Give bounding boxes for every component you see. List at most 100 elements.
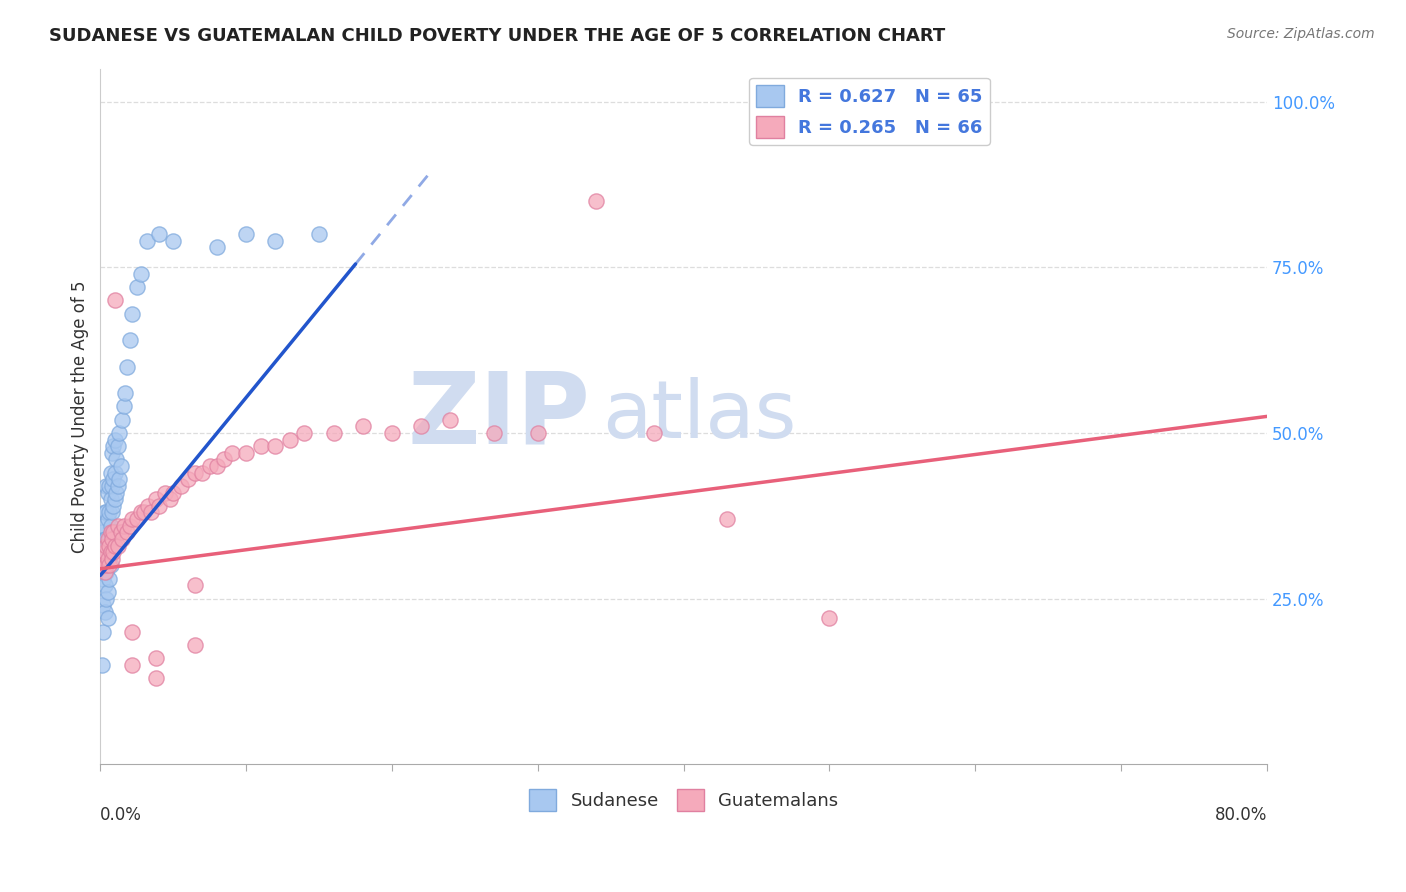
Guatemalans	[159, 492, 181, 507]
Guatemalans	[112, 518, 135, 533]
Guatemalans	[118, 518, 141, 533]
Sudanese	[103, 472, 125, 486]
Sudanese	[96, 591, 118, 606]
Guatemalans	[101, 532, 124, 546]
Guatemalans	[214, 452, 236, 467]
Guatemalans	[97, 552, 120, 566]
Guatemalans	[96, 558, 118, 573]
Sudanese	[264, 234, 287, 248]
Sudanese	[97, 611, 120, 625]
Guatemalans	[138, 499, 160, 513]
Text: 80.0%: 80.0%	[1215, 806, 1267, 824]
Sudanese	[98, 532, 121, 546]
Sudanese	[98, 479, 121, 493]
Sudanese	[100, 466, 122, 480]
Sudanese	[308, 227, 330, 242]
Sudanese	[107, 439, 129, 453]
Sudanese	[108, 425, 131, 440]
Sudanese	[93, 558, 115, 573]
Guatemalans	[198, 459, 221, 474]
Guatemalans	[90, 552, 112, 566]
Sudanese	[121, 307, 143, 321]
Guatemalans	[148, 499, 170, 513]
Guatemalans	[352, 419, 374, 434]
Guatemalans	[278, 433, 301, 447]
Sudanese	[101, 479, 124, 493]
Sudanese	[100, 492, 122, 507]
Guatemalans	[221, 446, 243, 460]
Guatemalans	[169, 479, 191, 493]
Sudanese	[100, 518, 122, 533]
Guatemalans	[162, 485, 184, 500]
Guatemalans	[177, 472, 200, 486]
Sudanese	[98, 572, 121, 586]
Sudanese	[105, 485, 128, 500]
Guatemalans	[145, 492, 167, 507]
Sudanese	[90, 558, 112, 573]
Guatemalans	[527, 425, 550, 440]
Guatemalans	[294, 425, 316, 440]
Guatemalans	[643, 425, 665, 440]
Guatemalans	[115, 525, 138, 540]
Guatemalans	[145, 671, 167, 685]
Sudanese	[97, 512, 120, 526]
Guatemalans	[184, 466, 207, 480]
Sudanese	[110, 459, 132, 474]
Guatemalans	[141, 506, 163, 520]
Guatemalans	[184, 578, 207, 592]
Sudanese	[96, 506, 118, 520]
Legend: Sudanese, Guatemalans: Sudanese, Guatemalans	[522, 781, 845, 818]
Sudanese	[104, 525, 127, 540]
Guatemalans	[191, 466, 214, 480]
Guatemalans	[107, 518, 129, 533]
Text: Source: ZipAtlas.com: Source: ZipAtlas.com	[1227, 27, 1375, 41]
Guatemalans	[716, 512, 738, 526]
Guatemalans	[96, 539, 118, 553]
Guatemalans	[101, 552, 124, 566]
Sudanese	[129, 267, 152, 281]
Sudanese	[96, 532, 118, 546]
Sudanese	[104, 466, 127, 480]
Sudanese	[101, 506, 124, 520]
Guatemalans	[482, 425, 505, 440]
Sudanese	[235, 227, 257, 242]
Guatemalans	[103, 545, 125, 559]
Sudanese	[136, 234, 159, 248]
Sudanese	[91, 518, 114, 533]
Sudanese	[97, 539, 120, 553]
Guatemalans	[93, 545, 115, 559]
Sudanese	[91, 599, 114, 613]
Guatemalans	[100, 525, 122, 540]
Guatemalans	[121, 512, 143, 526]
Guatemalans	[184, 638, 207, 652]
Sudanese	[107, 479, 129, 493]
Text: ZIP: ZIP	[408, 368, 591, 465]
Sudanese	[96, 565, 118, 579]
Guatemalans	[818, 611, 841, 625]
Sudanese	[96, 558, 118, 573]
Guatemalans	[129, 506, 152, 520]
Guatemalans	[97, 532, 120, 546]
Sudanese	[93, 506, 115, 520]
Guatemalans	[100, 545, 122, 559]
Sudanese	[103, 439, 125, 453]
Guatemalans	[98, 539, 121, 553]
Sudanese	[114, 386, 136, 401]
Sudanese	[162, 234, 184, 248]
Guatemalans	[585, 194, 607, 208]
Sudanese	[96, 479, 118, 493]
Guatemalans	[322, 425, 344, 440]
Guatemalans	[104, 293, 127, 308]
Text: SUDANESE VS GUATEMALAN CHILD POVERTY UNDER THE AGE OF 5 CORRELATION CHART: SUDANESE VS GUATEMALAN CHILD POVERTY UND…	[49, 27, 945, 45]
Sudanese	[97, 585, 120, 599]
Sudanese	[125, 280, 148, 294]
Sudanese	[118, 333, 141, 347]
Sudanese	[100, 558, 122, 573]
Guatemalans	[132, 506, 155, 520]
Text: atlas: atlas	[602, 377, 796, 456]
Sudanese	[148, 227, 170, 242]
Guatemalans	[103, 525, 125, 540]
Guatemalans	[107, 539, 129, 553]
Guatemalans	[153, 485, 176, 500]
Guatemalans	[110, 525, 132, 540]
